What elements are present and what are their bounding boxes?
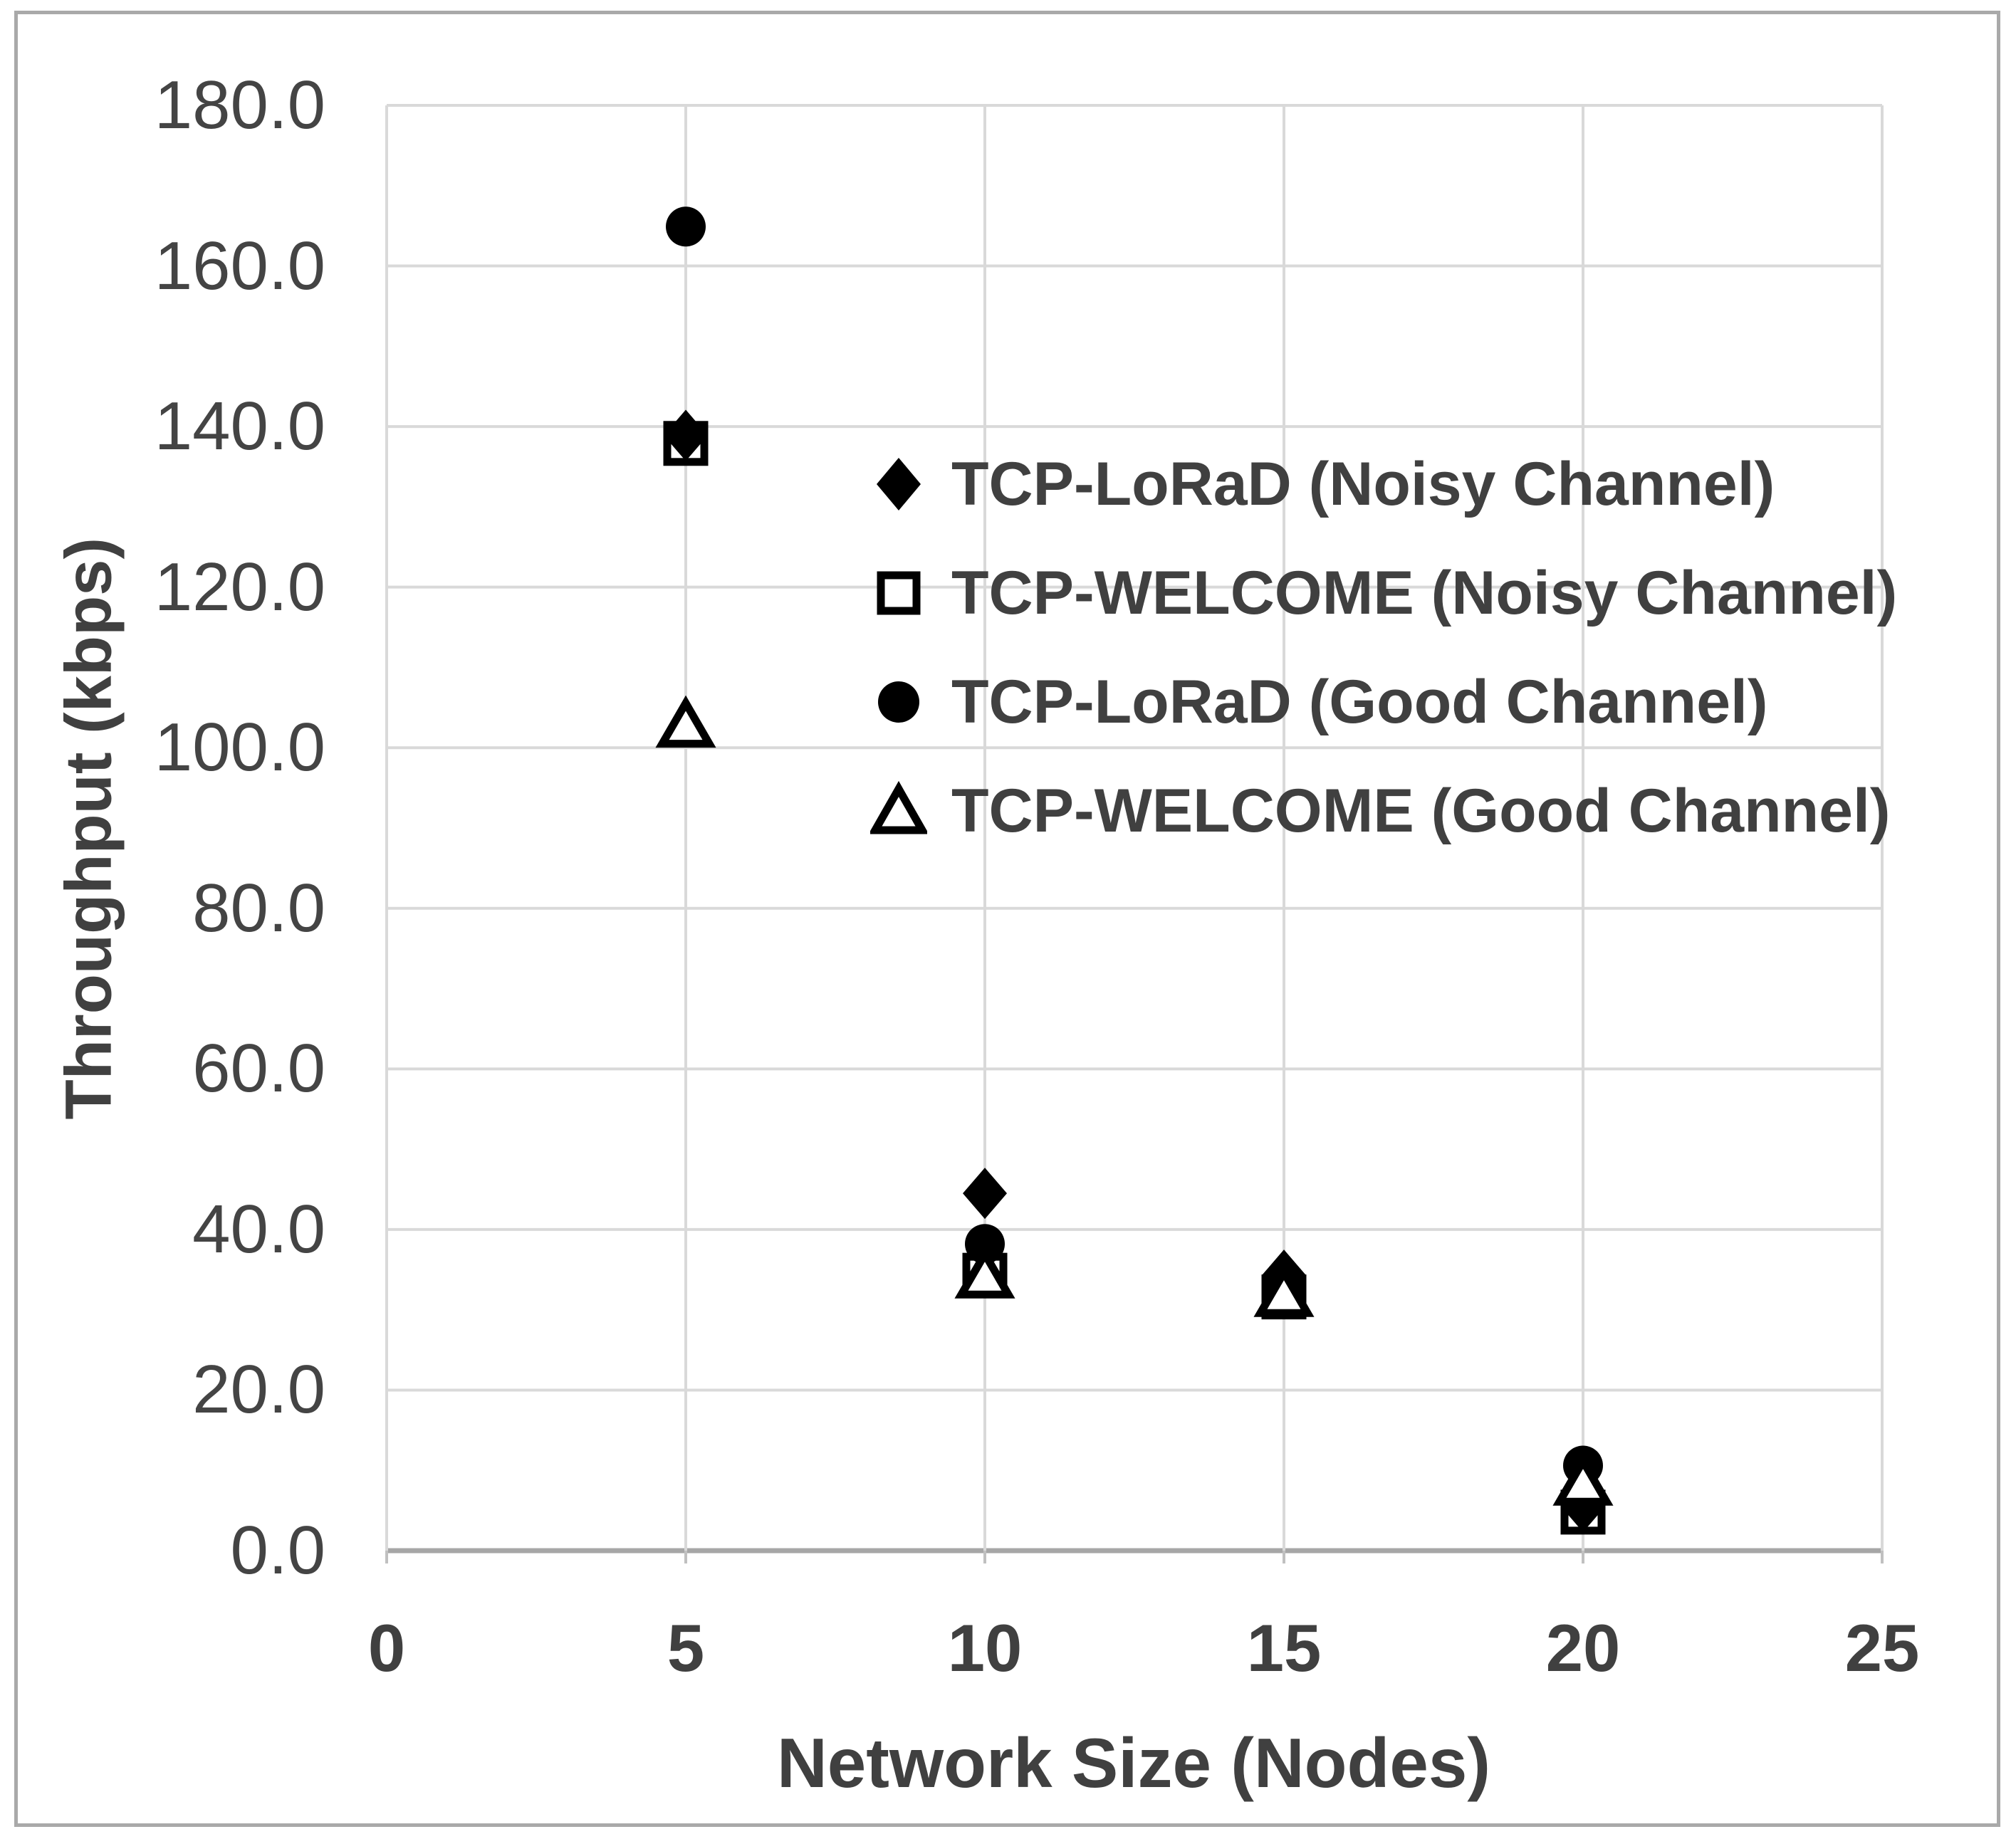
legend-item: TCP-WELCOME (Good Channel)	[870, 761, 1891, 861]
filled-circle-icon	[878, 681, 919, 723]
x-axis-tick-label: 20	[1545, 1610, 1621, 1685]
marker-tcp-welcome-good-channel	[954, 1246, 1015, 1299]
marker-tcp-lorad-noisy-channel	[963, 1168, 1007, 1220]
open-square-icon	[877, 571, 921, 615]
x-axis-tick-label: 0	[367, 1610, 406, 1685]
y-axis-tick-label: 140.0	[154, 388, 325, 465]
legend-label: TCP-LoRaD (Noisy Channel)	[951, 449, 1775, 518]
legend-item: TCP-LoRaD (Noisy Channel)	[870, 434, 1775, 534]
legend-label: TCP-LoRaD (Good Channel)	[951, 667, 1768, 736]
legend-label: TCP-WELCOME (Noisy Channel)	[951, 558, 1898, 627]
legend-item: TCP-LoRaD (Good Channel)	[870, 652, 1768, 752]
marker-tcp-lorad-good-channel	[965, 1224, 1005, 1264]
open-triangle-icon	[870, 780, 927, 834]
y-axis-tick-label: 20.0	[192, 1351, 325, 1428]
x-axis-tick-label: 25	[1844, 1610, 1920, 1685]
legend-item: TCP-WELCOME (Noisy Channel)	[870, 543, 1897, 643]
x-axis-tick-label: 5	[667, 1610, 705, 1685]
legend-label: TCP-WELCOME (Good Channel)	[951, 776, 1891, 845]
marker-tcp-lorad-good-channel	[666, 206, 706, 247]
marker-tcp-welcome-good-channel	[1552, 1453, 1614, 1506]
x-axis-tick-label: 10	[947, 1610, 1023, 1685]
y-axis-tick-label: 100.0	[154, 709, 325, 786]
y-axis-tick-label: 60.0	[192, 1030, 325, 1107]
marker-tcp-welcome-good-channel	[655, 695, 716, 748]
x-axis-tick-label: 15	[1246, 1610, 1322, 1685]
y-axis-tick-label: 80.0	[192, 869, 325, 946]
y-axis-tick-label: 0.0	[230, 1512, 325, 1588]
filled-diamond-icon	[877, 458, 921, 510]
x-axis-title: Network Size (Nodes)	[777, 1724, 1490, 1802]
chart-frame	[14, 11, 2000, 1827]
y-axis-tick-label: 180.0	[154, 67, 325, 143]
y-axis-tick-label: 160.0	[154, 227, 325, 304]
marker-tcp-welcome-good-channel	[1253, 1264, 1315, 1317]
marker-tcp-lorad-noisy-channel	[664, 409, 708, 461]
y-axis-tick-label: 40.0	[192, 1190, 325, 1267]
y-axis-tick-label: 120.0	[154, 548, 325, 625]
